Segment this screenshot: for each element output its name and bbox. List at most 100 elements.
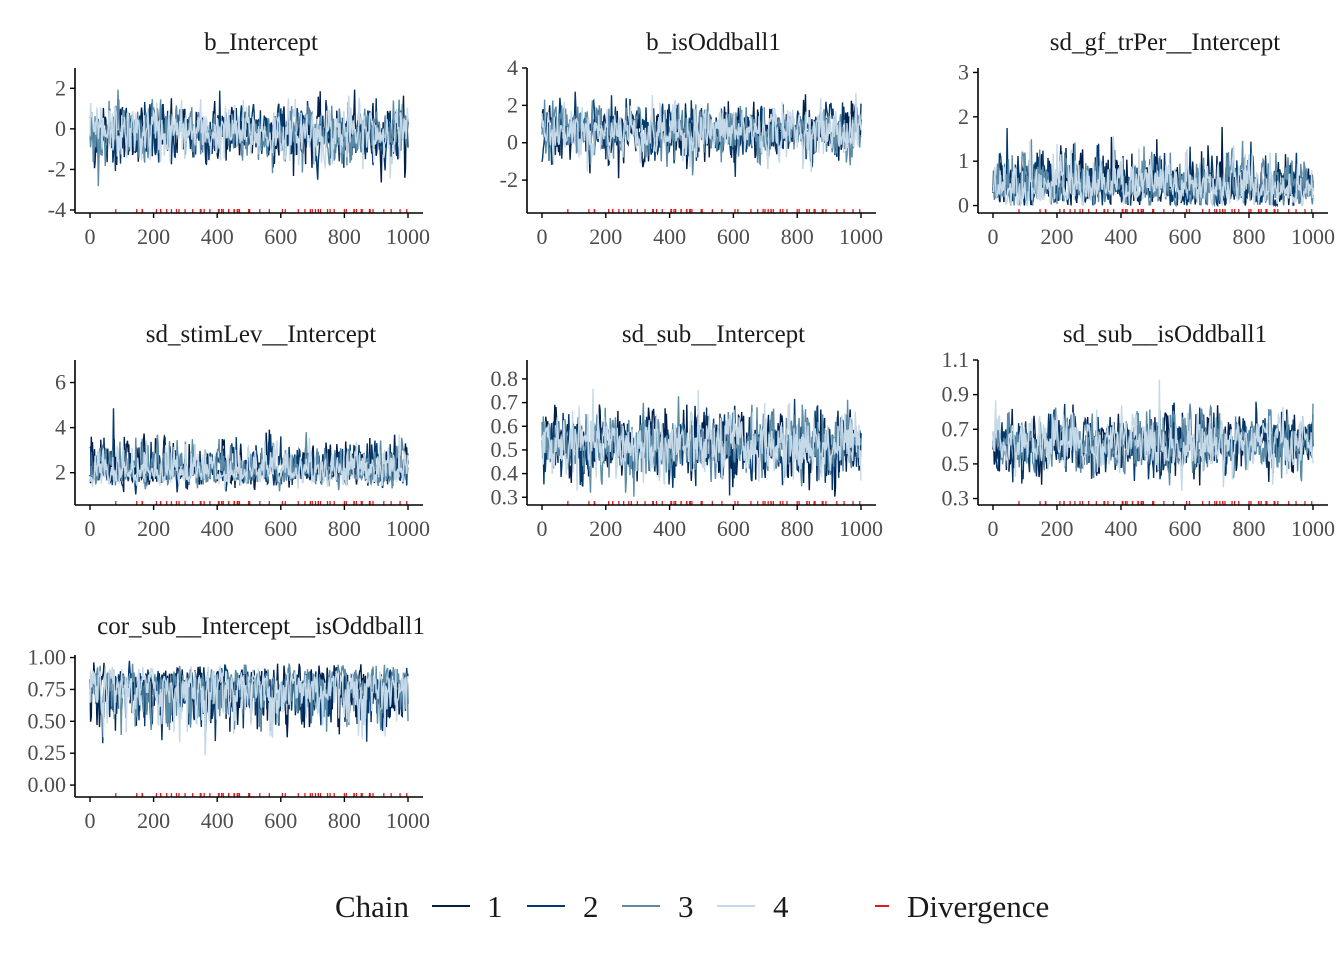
x-tick-label: 200	[589, 516, 622, 541]
panel-6: sd_sub__isOddball1 0.3 0.5 0.7 0.9 1.1 0 200 400…	[942, 321, 1336, 541]
x-tick-label: 800	[328, 224, 361, 249]
x-tick-label: 400	[1105, 516, 1138, 541]
x-tick-label: 0	[988, 516, 999, 541]
y-tick-label: 0.50	[28, 708, 67, 733]
y-tick-label: 0	[958, 193, 969, 218]
x-tick-label: 200	[137, 516, 170, 541]
trace-lines	[89, 660, 409, 756]
panel-2: b_isOddball1 -2 0 2 4 0 200 400 600 800 1000	[500, 29, 883, 249]
legend-label-chain-3: 3	[678, 889, 694, 924]
y-tick-label: 0	[55, 116, 66, 141]
x-tick-label: 600	[1169, 224, 1202, 249]
x-tick-label: 200	[1041, 224, 1074, 249]
x-tick-label: 400	[201, 808, 234, 833]
x-tick-label: 1000	[386, 224, 430, 249]
x-tick-label: 800	[1233, 224, 1266, 249]
trace-lines	[992, 379, 1314, 492]
trace-chain-4	[541, 92, 862, 173]
x-tick-label: 1000	[1291, 516, 1335, 541]
y-tick-label: -2	[48, 156, 66, 181]
x-tick-label: 0	[85, 516, 96, 541]
trace-lines	[541, 388, 862, 497]
x-tick-label: 600	[264, 516, 297, 541]
y-tick-label: 0.25	[28, 740, 67, 765]
x-tick-label: 1000	[1291, 224, 1335, 249]
panel-title: sd_sub__isOddball1	[1063, 321, 1267, 348]
trace-lines	[541, 91, 862, 179]
legend-title: Chain	[335, 889, 410, 924]
x-tick-label: 800	[781, 224, 814, 249]
panel-5: sd_sub__Intercept 0.30.40.50.60.70.8 0 200 4…	[491, 321, 884, 541]
panel-title: b_Intercept	[204, 29, 318, 56]
trace-chain-4	[992, 379, 1314, 492]
x-tick-label: 0	[988, 224, 999, 249]
panel-1: b_Intercept -4 -2 0 2 0 200 400 600 800 1000	[48, 29, 430, 249]
legend-label-divergence: Divergence	[907, 889, 1049, 924]
trace-chain-3	[541, 396, 862, 497]
y-tick-label: 4	[55, 415, 66, 440]
y-tick-label: 0.8	[491, 366, 519, 391]
legend-label-chain-1: 1	[487, 889, 503, 924]
y-tick-label: 2	[507, 92, 518, 117]
x-tick-label: 0	[85, 808, 96, 833]
x-tick-label: 600	[1169, 516, 1202, 541]
x-tick-label: 0	[537, 516, 548, 541]
trace-chain-4	[89, 95, 409, 179]
y-tick-label: 0.7	[942, 416, 970, 441]
legend: Chain 1 2 3 4 Divergence	[335, 889, 1049, 924]
x-tick-label: 800	[1233, 516, 1266, 541]
panel-7: cor_sub__Intercept__isOddball1 0.00 0.25 0.…	[28, 613, 431, 833]
panel-title: b_isOddball1	[646, 29, 781, 56]
x-tick-label: 800	[781, 516, 814, 541]
x-tick-label: 0	[537, 224, 548, 249]
trace-chain-4	[992, 135, 1314, 208]
y-tick-label: -4	[48, 197, 66, 222]
y-tick-label: 2	[55, 75, 66, 100]
y-tick-label: 0.5	[942, 451, 970, 476]
y-tick-label: 2	[55, 460, 66, 485]
trace-lines	[992, 126, 1314, 208]
y-tick-label: 1	[958, 148, 969, 173]
x-tick-label: 600	[264, 224, 297, 249]
x-tick-label: 1000	[386, 808, 430, 833]
trace-lines	[89, 89, 409, 187]
y-tick-label: 0.9	[942, 382, 970, 407]
x-tick-label: 800	[328, 516, 361, 541]
x-tick-label: 600	[717, 224, 750, 249]
y-tick-label: 0.3	[491, 484, 519, 509]
x-tick-label: 1000	[839, 516, 883, 541]
y-tick-label: 0.5	[491, 437, 519, 462]
trace-lines	[89, 408, 409, 495]
x-tick-label: 1000	[839, 224, 883, 249]
y-tick-label: 0	[507, 130, 518, 155]
x-tick-label: 800	[328, 808, 361, 833]
panel-title: sd_sub__Intercept	[622, 321, 805, 348]
x-tick-label: 200	[137, 808, 170, 833]
y-tick-label: 6	[55, 370, 66, 395]
y-tick-label: 2	[958, 104, 969, 129]
x-tick-label: 400	[1105, 224, 1138, 249]
x-tick-label: 0	[85, 224, 96, 249]
y-tick-label: 0.4	[491, 461, 519, 486]
x-tick-label: 600	[264, 808, 297, 833]
x-tick-label: 200	[137, 224, 170, 249]
trace-chain-4	[541, 388, 862, 491]
trace-chain-4	[89, 434, 409, 491]
y-tick-label: 4	[507, 55, 518, 80]
y-tick-label: 0.6	[491, 413, 519, 438]
legend-label-chain-4: 4	[773, 889, 789, 924]
x-tick-label: 400	[653, 516, 686, 541]
x-tick-label: 200	[589, 224, 622, 249]
x-tick-label: 600	[717, 516, 750, 541]
panel-3: sd_gf_trPer__Intercept 0 1 2 3 0 200 400 600 800 1…	[958, 29, 1335, 249]
panel-title: sd_stimLev__Intercept	[146, 321, 377, 348]
y-tick-label: 0.7	[491, 390, 519, 415]
legend-label-chain-2: 2	[583, 889, 599, 924]
y-tick-label: 1.1	[942, 347, 970, 372]
x-tick-label: 200	[1041, 516, 1074, 541]
y-tick-label: -2	[500, 167, 518, 192]
y-tick-label: 1.00	[28, 645, 67, 670]
y-tick-label: 0.75	[28, 676, 67, 701]
y-tick-label: 3	[958, 59, 969, 84]
